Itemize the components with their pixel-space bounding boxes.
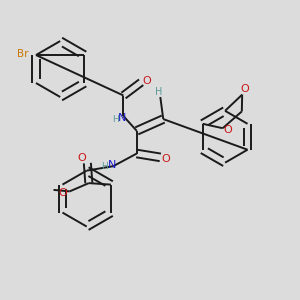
Text: Br: Br	[17, 49, 28, 58]
Text: O: O	[78, 153, 86, 163]
Text: O: O	[142, 76, 151, 85]
Text: H: H	[112, 115, 119, 124]
Text: O: O	[241, 84, 250, 94]
Text: H: H	[102, 162, 108, 171]
Text: H: H	[155, 87, 163, 97]
Text: O: O	[224, 125, 232, 135]
Text: N: N	[107, 160, 116, 170]
Text: O: O	[59, 188, 68, 198]
Text: N: N	[118, 112, 126, 123]
Text: O: O	[161, 154, 170, 164]
